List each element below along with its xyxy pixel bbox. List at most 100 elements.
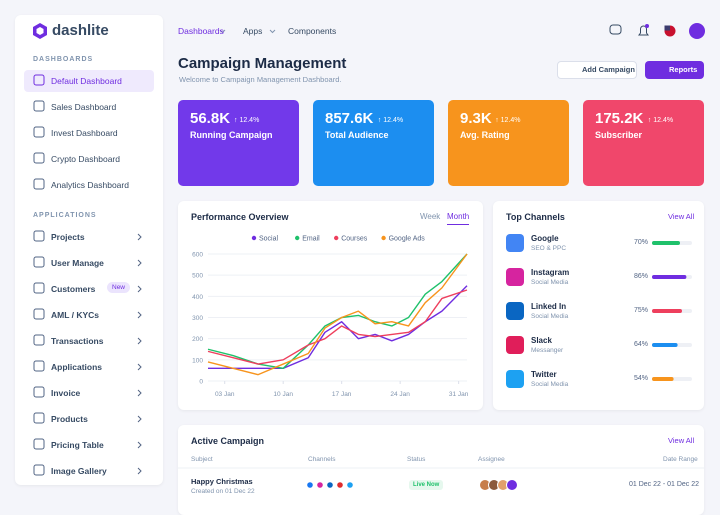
y-tick-label: 600 (192, 252, 203, 259)
legend-label: Social (259, 236, 279, 243)
stat-card (313, 100, 434, 186)
date-range: 01 Dec 22 - 01 Dec 22 (629, 481, 700, 488)
channel-dot (317, 482, 323, 488)
y-tick-label: 0 (199, 379, 203, 386)
channel-dot (327, 482, 333, 488)
line (207, 289, 468, 365)
stat-value: 857.6K (325, 110, 374, 127)
menu-item[interactable]: Analytics Dashboard (51, 180, 129, 190)
button[interactable]: Reports (645, 61, 704, 79)
chevron (137, 311, 142, 319)
menu-item[interactable]: Sales Dashboard (51, 102, 117, 112)
channels-card (493, 201, 704, 410)
legend-label: Courses (341, 236, 368, 243)
chat-icon (609, 24, 622, 35)
channel-name: Google (531, 234, 559, 243)
channel-sub: SEO & PPC (531, 245, 567, 252)
page: dashlite 0 100 200 300 400 500 600 03 Jan 10 Jan… (15, 15, 705, 515)
legend-label: Email (302, 236, 320, 243)
channel-percent: 54% (634, 375, 649, 382)
menu-item[interactable]: Crypto Dashboard (51, 154, 120, 164)
tab[interactable]: Month (447, 212, 470, 225)
chevron (137, 259, 142, 267)
chevron (137, 467, 142, 475)
menu-item[interactable]: Customers (51, 284, 96, 294)
menu-icon (33, 74, 45, 86)
menu-icon (33, 386, 45, 398)
card-title: Performance Overview (191, 212, 289, 222)
stat-label: Total Audience (325, 130, 389, 140)
stat-value: 9.3K (460, 110, 492, 127)
chevron (137, 233, 142, 241)
menu-icon (33, 464, 45, 476)
bar (652, 309, 682, 313)
section-title: DASHBOARDS (33, 56, 94, 63)
channel-icon (506, 234, 524, 252)
menu-icon (33, 438, 45, 450)
menu-icon (33, 178, 45, 190)
column-header: Subject (191, 456, 213, 463)
menu-item[interactable]: Transactions (51, 336, 104, 346)
menu-item[interactable]: Applications (51, 362, 103, 372)
link[interactable]: View All (668, 212, 695, 221)
menu-item[interactable]: Products (51, 414, 88, 424)
bar (652, 275, 687, 279)
column-header: Channels (308, 456, 336, 463)
y-tick-label: 500 (192, 273, 203, 280)
stat-label: Subscriber (595, 130, 643, 140)
menu-icon (33, 100, 45, 112)
channel-icon (506, 302, 524, 320)
menu-item[interactable]: Invoice (51, 388, 81, 398)
legend-label: Google Ads (389, 236, 426, 243)
badge: New (107, 282, 131, 293)
x-tick-label: 03 Jan (215, 391, 235, 398)
menu-item[interactable]: Invest Dashboard (51, 128, 118, 138)
stat-change: ↑ 12.4% (495, 117, 521, 124)
chevron (137, 389, 142, 397)
menu-icon (33, 360, 45, 372)
tab[interactable]: Week (420, 212, 441, 221)
y-tick-label: 200 (192, 336, 203, 343)
menu-icon (33, 308, 45, 320)
button[interactable]: Add Campaign (557, 61, 637, 79)
channel-dot (337, 482, 343, 488)
chevron (137, 441, 142, 449)
menu-item[interactable]: Pricing Table (51, 440, 104, 450)
sidebar (15, 15, 163, 485)
chevron (137, 415, 142, 423)
nav-item[interactable]: Components (288, 26, 337, 36)
menu-item[interactable]: AML / KYCs (51, 310, 100, 320)
menu-item[interactable]: User Manage (51, 258, 104, 268)
stat-label: Running Campaign (190, 130, 273, 140)
link[interactable]: View All (668, 436, 695, 445)
channel-sub: Social Media (531, 381, 569, 388)
bar (652, 377, 674, 381)
bar (652, 343, 678, 347)
performance-card (178, 201, 483, 410)
chevron (137, 285, 142, 293)
caret (269, 29, 276, 34)
avatar (689, 23, 705, 39)
stat-change: ↑ 12.4% (647, 117, 674, 124)
stat-change: ↑ 12.4% (377, 117, 404, 124)
channel-sub: Messanger (531, 347, 564, 354)
x-tick-label: 24 Jan (390, 391, 410, 398)
chevron (137, 337, 142, 345)
line (208, 285, 468, 369)
channel-sub: Social Media (531, 313, 569, 320)
column-header: Status (407, 456, 426, 463)
menu-item[interactable]: Projects (51, 232, 85, 242)
channel-sub: Social Media (531, 279, 569, 286)
legend-dot (381, 235, 386, 241)
channel-name: Linked In (531, 302, 567, 311)
menu-item[interactable]: Default Dashboard (51, 76, 122, 86)
legend-dot (295, 235, 300, 241)
nav-item[interactable]: Apps (243, 26, 263, 36)
nav-item[interactable]: Dashboards (178, 26, 224, 36)
menu-item[interactable]: Image Gallery (51, 466, 107, 476)
stat-card (178, 100, 299, 186)
channel-icon (506, 336, 524, 354)
caret (219, 29, 226, 34)
stat-value: 175.2K (595, 110, 644, 127)
channel-name: Instagram (531, 268, 570, 277)
